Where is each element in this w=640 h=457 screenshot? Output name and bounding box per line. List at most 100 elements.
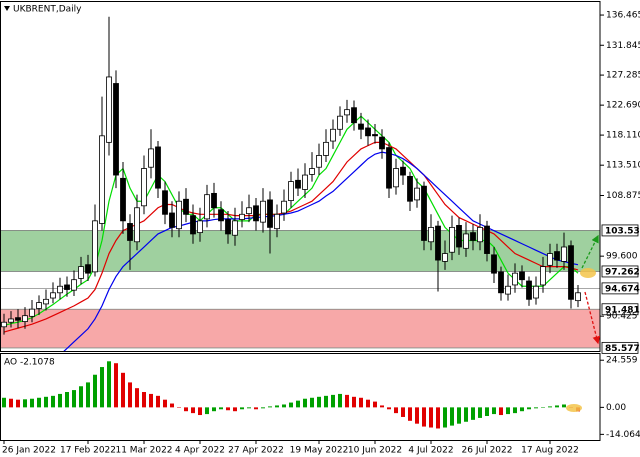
ao-bar: [415, 407, 419, 424]
candle-body: [547, 253, 553, 266]
y-tick-label: 122.690: [606, 101, 640, 111]
candle-body: [232, 220, 238, 236]
ao-bar: [548, 406, 552, 408]
ao-bar: [324, 395, 328, 408]
candle-body: [449, 226, 455, 253]
level-label: 94.674: [605, 284, 640, 294]
ao-bar: [394, 407, 398, 414]
x-tick-label: 27 Apr 2022: [228, 446, 284, 456]
candle-body: [211, 192, 217, 209]
ao-bar: [254, 407, 258, 410]
ao-bar: [345, 394, 349, 408]
candle-body: [309, 168, 315, 175]
ao-label: AO -2.1078: [4, 358, 55, 368]
ao-bar: [352, 396, 356, 408]
level-box: [601, 303, 639, 316]
chart-title: UKBRENT,Daily: [13, 5, 82, 15]
candle-body: [176, 200, 182, 230]
x-tick-label: 19 May 2022: [290, 446, 349, 456]
ao-bar: [191, 407, 195, 414]
ao-bar: [107, 361, 111, 408]
candle-body: [386, 147, 392, 189]
ao-bar: [422, 407, 426, 427]
candle-body: [526, 280, 532, 300]
ao-bar: [450, 407, 454, 426]
candle-body: [113, 83, 119, 176]
candle-body: [372, 134, 378, 137]
ao-bar: [485, 407, 489, 417]
ao-bar: [359, 397, 363, 408]
candle-body: [421, 185, 427, 241]
ao-bar: [436, 407, 440, 429]
title-icon: [4, 6, 10, 11]
ao-bar: [30, 398, 34, 408]
candle-body: [267, 199, 273, 228]
ao-bar: [338, 393, 342, 408]
x-tick-label: 11 Mar 2022: [115, 446, 172, 456]
candle-body: [120, 177, 126, 222]
candle-body: [274, 213, 280, 230]
candle-body: [512, 272, 518, 286]
candle-body: [330, 128, 336, 142]
highlight: [580, 268, 596, 278]
candle-body: [575, 292, 581, 302]
x-tick-label: 10 Jun 2022: [348, 446, 402, 456]
ao-bar: [247, 407, 251, 409]
y-tick-label: 113.510: [606, 161, 640, 171]
candle-body: [127, 223, 133, 241]
candle-body: [533, 285, 539, 299]
x-tick-label: 4 Apr 2022: [175, 446, 225, 456]
ao-bar: [527, 407, 531, 410]
zone: [0, 230, 600, 272]
candle-body: [8, 318, 14, 323]
zone: [0, 308, 600, 349]
price-frame: [0, 1, 601, 352]
ao-bar: [506, 407, 510, 415]
ao-bar: [170, 403, 174, 408]
ao-bar: [520, 407, 524, 412]
candle-body: [435, 225, 441, 261]
candle-body: [183, 198, 189, 215]
ao-bar: [233, 407, 237, 412]
candle-body: [260, 200, 266, 223]
candle-body: [85, 264, 91, 274]
candle-body: [302, 174, 308, 190]
x-tick-label: 26 Jan 2022: [2, 446, 56, 456]
ao-bar: [44, 396, 48, 408]
ao-bar: [58, 393, 62, 408]
candle-body: [204, 194, 210, 220]
candle-body: [505, 285, 511, 295]
ao-bar: [387, 407, 391, 410]
ao-bar: [373, 401, 377, 408]
ao-bar: [310, 397, 314, 408]
candle-body: [281, 200, 287, 214]
candle-body: [470, 232, 476, 241]
x-tick-label: 17 Aug 2022: [521, 446, 579, 456]
ao-bar: [128, 382, 132, 408]
candle-body: [316, 155, 322, 168]
ao-tick-label: 0.00: [606, 403, 626, 413]
candle-body: [246, 207, 252, 215]
ao-bar: [275, 405, 279, 408]
ao-bar: [429, 407, 433, 428]
ao-bar: [79, 386, 83, 408]
candle-body: [71, 279, 77, 291]
ao-bar: [2, 397, 6, 408]
ao-bar: [100, 367, 104, 408]
candle-body: [43, 298, 49, 305]
candle-body: [15, 317, 21, 321]
candle-body: [491, 254, 497, 274]
candle-body: [351, 107, 357, 124]
ao-tick-label: -14.064: [606, 430, 640, 440]
candle-body: [162, 190, 168, 215]
ao-bar: [499, 407, 503, 416]
ao-bar: [65, 392, 69, 408]
ao-bar: [331, 394, 335, 408]
candle-body: [554, 251, 560, 261]
candle-body: [134, 207, 140, 243]
ao-bar: [443, 407, 447, 428]
ao-bar: [114, 363, 118, 408]
ao-bar: [513, 407, 517, 414]
ao-bar: [464, 407, 468, 422]
level-box: [601, 265, 639, 278]
